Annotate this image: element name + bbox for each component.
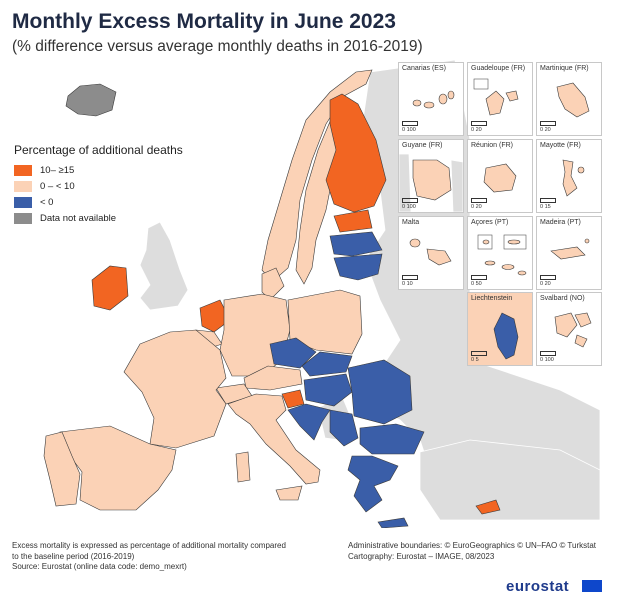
europe-map xyxy=(43,59,601,528)
inset-scale-label: 0 100 xyxy=(402,127,416,133)
country-finland xyxy=(325,93,387,213)
cartography-credit: Cartography: Eurostat – IMAGE, 08/2023 xyxy=(348,551,495,561)
country-sardinia xyxy=(235,451,251,483)
legend-item-na: Data not available xyxy=(14,211,183,226)
country-netherlands xyxy=(199,299,231,333)
inset-scale-label: 0 20 xyxy=(471,204,482,210)
land-uk xyxy=(139,221,189,311)
country-lithuania xyxy=(333,253,383,281)
inset-label: Mayotte (FR) xyxy=(540,142,581,149)
legend-label-high: 10– ≥15 xyxy=(40,165,75,176)
country-croatia xyxy=(287,403,331,441)
inset-mayotte: Mayotte (FR) 0 15 xyxy=(536,139,602,213)
inset-label: Guadeloupe (FR) xyxy=(471,65,526,72)
country-norway xyxy=(261,69,373,283)
inset-svalbard: Svalbard (NO) 0 100 xyxy=(536,292,602,366)
inset-label: Martinique (FR) xyxy=(540,65,589,72)
country-denmark xyxy=(261,267,285,301)
inset-label: Madeira (PT) xyxy=(540,219,581,226)
inset-scale-label: 0 100 xyxy=(402,204,416,210)
inset-scale-label: 0 20 xyxy=(540,281,551,287)
inset-guadeloupe: Guadeloupe (FR) 0 20 xyxy=(467,62,533,136)
country-iceland xyxy=(65,83,117,117)
footnote: Excess mortality is expressed as percent… xyxy=(12,541,286,573)
country-czechia xyxy=(269,337,317,369)
map-title: Monthly Excess Mortality in June 2023 xyxy=(12,10,396,33)
source-note: Source: Eurostat (online data code: demo… xyxy=(12,562,187,571)
country-slovakia xyxy=(301,351,353,377)
inset-madeira: Madeira (PT) 0 20 xyxy=(536,216,602,290)
inset-label: Svalbard (NO) xyxy=(540,295,585,302)
boundaries-credit: Administrative boundaries: © EuroGeograp… xyxy=(348,541,597,550)
footnote-line2: to the baseline period (2016-2019) xyxy=(12,551,135,561)
inset-scale-label: 0 20 xyxy=(540,127,551,133)
inset-liechtenstein: Liechtenstein 0 5 xyxy=(467,292,533,366)
country-slovenia xyxy=(281,389,305,409)
inset-scale-label: 0 5 xyxy=(471,357,479,363)
map-subtitle: (% difference versus average monthly dea… xyxy=(12,38,423,55)
legend-label-mid: 0 – < 10 xyxy=(40,181,75,192)
legend-item-negative: < 0 xyxy=(14,195,183,210)
legend-label-negative: < 0 xyxy=(40,197,54,208)
inset-martinique: Martinique (FR) 0 20 xyxy=(536,62,602,136)
country-estonia xyxy=(333,209,373,233)
inset-label: Réunion (FR) xyxy=(471,142,514,149)
legend-swatch-na xyxy=(14,213,32,224)
legend-swatch-negative xyxy=(14,197,32,208)
country-cyprus xyxy=(475,499,501,515)
country-greece xyxy=(347,455,399,513)
inset-label: Açores (PT) xyxy=(471,219,509,226)
inset-label: Liechtenstein xyxy=(471,295,513,302)
country-spain xyxy=(59,425,177,511)
inset-scale-label: 0 50 xyxy=(471,281,482,287)
inset-label: Guyane (FR) xyxy=(402,142,443,149)
legend-swatch-high xyxy=(14,165,32,176)
country-ireland xyxy=(91,265,129,311)
legend-swatch-mid xyxy=(14,181,32,192)
legend-title: Percentage of additional deaths xyxy=(14,143,183,157)
footnote-line1: Excess mortality is expressed as percent… xyxy=(12,541,286,550)
land-turkey xyxy=(419,439,601,521)
inset-label: Canarias (ES) xyxy=(402,65,446,72)
country-romania xyxy=(347,359,413,425)
eurostat-logo: eurostat xyxy=(506,578,570,595)
inset-acores: Açores (PT) 0 50 xyxy=(467,216,533,290)
legend-item-mid: 0 – < 10 xyxy=(14,179,183,194)
legend-item-high: 10– ≥15 xyxy=(14,163,183,178)
legend: Percentage of additional deaths 10– ≥15 … xyxy=(14,143,183,227)
inset-reunion: Réunion (FR) 0 20 xyxy=(467,139,533,213)
credits: Administrative boundaries: © EuroGeograp… xyxy=(348,541,596,562)
country-crete xyxy=(377,517,409,528)
country-hungary xyxy=(303,373,353,407)
inset-canarias: Canarias (ES) 0 100 xyxy=(398,62,464,136)
country-france xyxy=(123,329,227,449)
inset-scale-label: 0 10 xyxy=(402,281,413,287)
inset-guyane: Guyane (FR) 0 100 xyxy=(398,139,464,213)
country-italy xyxy=(227,393,321,485)
inset-scale-label: 0 100 xyxy=(540,357,554,363)
inset-scale-label: 0 15 xyxy=(540,204,551,210)
eu-flag-icon xyxy=(582,580,602,592)
inset-scale-label: 0 20 xyxy=(471,127,482,133)
legend-label-na: Data not available xyxy=(40,213,117,224)
country-serbia xyxy=(329,409,359,447)
country-latvia xyxy=(329,231,383,257)
country-bulgaria xyxy=(359,423,425,455)
inset-label: Malta xyxy=(402,219,420,226)
country-portugal xyxy=(43,431,81,507)
country-sicily xyxy=(275,485,303,501)
inset-malta: Malta 0 10 xyxy=(398,216,464,290)
